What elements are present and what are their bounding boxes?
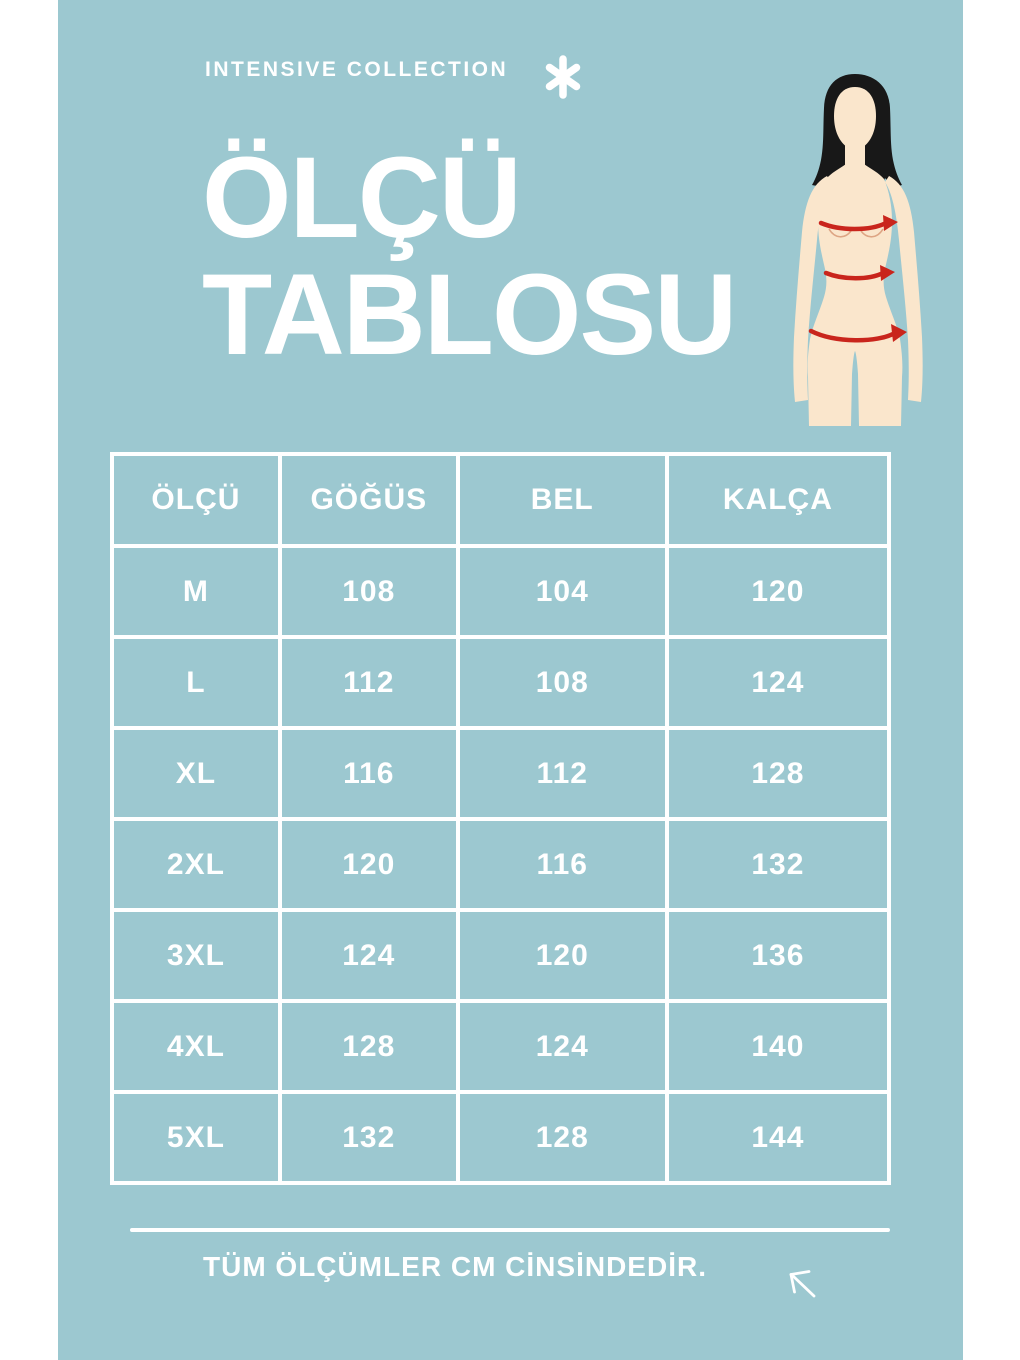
waist-cell: 112	[455, 726, 669, 821]
hip-cell: 128	[664, 726, 892, 821]
size-cell: XL	[110, 726, 282, 821]
hip-arrow	[808, 328, 898, 343]
units-note: TÜM ÖLÇÜMLER CM CİNSİNDEDİR.	[203, 1251, 707, 1282]
size-cell: M	[110, 544, 282, 639]
bust-cell: 112	[277, 635, 460, 730]
col-header-hip: KALÇA	[664, 452, 892, 548]
left-arm-shape	[793, 176, 831, 402]
size-cell: 3XL	[110, 908, 282, 1003]
waist-cell: 116	[455, 817, 669, 912]
bust-contour-lines	[828, 228, 884, 238]
hip-cell: 136	[664, 908, 892, 1003]
hip-cell: 120	[664, 544, 892, 639]
waist-cell: 128	[455, 1090, 669, 1185]
col-header-waist: BEL	[455, 452, 669, 548]
size-table-header-row: ÖLÇÜ GÖĞÜS BEL KALÇA	[110, 452, 892, 548]
woman-body-measurement-figure	[793, 74, 923, 426]
table-row: 3XL 124 120 136	[110, 908, 892, 1003]
hip-cell: 140	[664, 999, 892, 1094]
waist-arrow	[823, 270, 886, 281]
table-row: M 108 104 120	[110, 544, 892, 639]
size-cell: 2XL	[110, 817, 282, 912]
waist-cell: 104	[455, 544, 669, 639]
neck-shape	[845, 140, 865, 173]
size-table: ÖLÇÜ GÖĞÜS BEL KALÇA M 108 104 120 L 112…	[110, 452, 892, 1185]
arrow-up-left-icon	[789, 1270, 816, 1298]
waist-cell: 120	[455, 908, 669, 1003]
bust-cell: 108	[277, 544, 460, 639]
hip-cell: 132	[664, 817, 892, 912]
table-row: 2XL 120 116 132	[110, 817, 892, 912]
table-row: L 112 108 124	[110, 635, 892, 730]
asterisk-icon	[545, 55, 581, 99]
table-row: 5XL 132 128 144	[110, 1090, 892, 1185]
table-row: 4XL 128 124 140	[110, 999, 892, 1094]
page-title-line1: ÖLÇÜ	[202, 134, 522, 262]
arrow-heads	[880, 215, 907, 342]
size-cell: 5XL	[110, 1090, 282, 1185]
torso-legs-shape	[807, 164, 903, 426]
col-header-bust: GÖĞÜS	[277, 452, 460, 548]
measurement-arrows	[808, 220, 898, 343]
bust-cell: 120	[277, 817, 460, 912]
bust-cell: 124	[277, 908, 460, 1003]
waist-cell: 124	[455, 999, 669, 1094]
waist-cell: 108	[455, 635, 669, 730]
bust-cell: 128	[277, 999, 460, 1094]
footer-divider-line	[130, 1228, 890, 1232]
face-shape	[834, 87, 876, 151]
brand-label: INTENSIVE COLLECTION	[205, 58, 509, 81]
bust-cell: 132	[277, 1090, 460, 1185]
page-title: ÖLÇÜ TABLOSU	[202, 134, 737, 379]
size-cell: 4XL	[110, 999, 282, 1094]
bust-cell: 116	[277, 726, 460, 821]
hip-cell: 124	[664, 635, 892, 730]
table-row: XL 116 112 128	[110, 726, 892, 821]
size-cell: L	[110, 635, 282, 730]
page-title-line2: TABLOSU	[202, 251, 737, 379]
bust-arrow	[818, 220, 889, 232]
col-header-size: ÖLÇÜ	[110, 452, 282, 548]
right-arm-shape	[885, 176, 923, 402]
hip-cell: 144	[664, 1090, 892, 1185]
